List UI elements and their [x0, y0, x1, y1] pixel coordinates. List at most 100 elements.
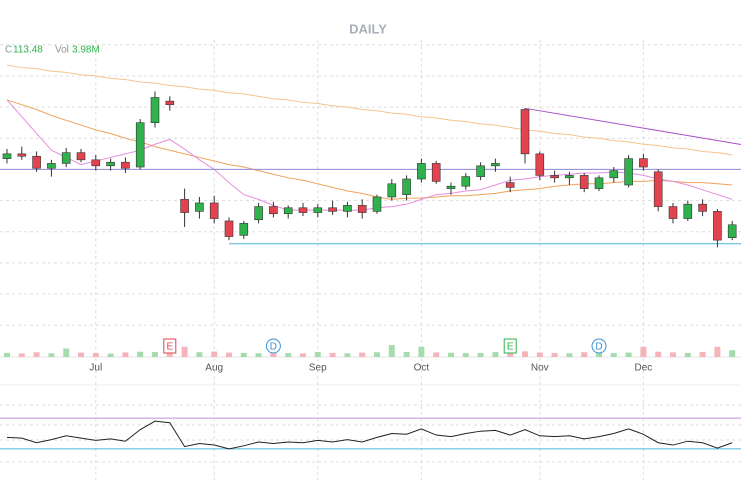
volume-bar — [522, 351, 528, 357]
candle-body — [372, 196, 382, 212]
candle-body — [579, 175, 589, 189]
x-tick-label: Oct — [414, 363, 430, 374]
volume-bar — [655, 351, 662, 357]
volume-bar — [152, 352, 158, 357]
candle-body — [653, 171, 663, 207]
candle-body — [313, 207, 323, 213]
candle-body — [683, 203, 693, 219]
event-marker — [163, 338, 177, 354]
volume-bar — [255, 353, 262, 357]
volume-bar — [418, 346, 425, 357]
volume-bar — [4, 352, 10, 357]
volume-bar — [536, 352, 543, 357]
volume-bar — [388, 345, 395, 357]
volume-bar — [477, 352, 484, 357]
volume-bar — [18, 353, 25, 357]
candle-body — [609, 170, 619, 179]
candle-body — [417, 163, 426, 180]
candle-body — [565, 175, 574, 179]
candle-body — [150, 97, 160, 123]
volume-label: Vol — [55, 45, 69, 56]
event-label: D — [595, 342, 602, 353]
event-marker — [265, 338, 281, 354]
volume-bar — [374, 352, 380, 357]
volume-bar — [640, 346, 647, 357]
volume-bar — [359, 352, 366, 357]
candle-body — [713, 211, 722, 241]
volume-bar — [581, 352, 588, 357]
event-label: E — [507, 342, 514, 353]
candle-body — [47, 163, 56, 169]
candle-body — [61, 152, 71, 164]
candle-body — [476, 165, 485, 177]
candle-body — [180, 199, 189, 213]
volume-bar — [729, 350, 736, 357]
volume-bar — [344, 353, 351, 357]
candle-body — [32, 155, 41, 169]
volume-bar — [240, 352, 247, 357]
candle-body — [195, 202, 204, 212]
volume-bar — [166, 352, 173, 357]
volume-bar — [314, 352, 321, 357]
x-tick-label: Nov — [531, 363, 549, 374]
candle-body — [461, 176, 471, 187]
candle-body — [224, 220, 234, 237]
x-tick-label: Sep — [309, 363, 327, 374]
moving-average — [6, 99, 733, 211]
candle-body — [343, 205, 352, 212]
volume-bar — [551, 352, 558, 357]
chart-title: DAILY — [349, 21, 387, 36]
candle-body — [550, 175, 559, 179]
candle-body — [357, 205, 367, 213]
candle-body — [165, 100, 175, 106]
candle-body — [121, 161, 130, 169]
volume-bar — [433, 352, 440, 357]
volume-bar — [122, 352, 129, 357]
volume-bar — [714, 346, 721, 357]
candle-body — [668, 206, 678, 219]
event-marker — [591, 338, 607, 354]
volume-bar — [63, 348, 70, 357]
x-tick-label: Aug — [205, 363, 223, 374]
volume-bar — [107, 353, 114, 357]
volume-bar — [610, 353, 617, 357]
volume-bar — [226, 352, 232, 357]
volume-bar — [699, 352, 706, 357]
volume-bar — [137, 351, 144, 357]
candle-body — [2, 153, 12, 159]
x-tick-label: Dec — [635, 363, 653, 374]
volume-bar — [33, 352, 40, 357]
volume-bar — [181, 346, 188, 357]
volume-bar — [492, 352, 499, 357]
volume-bar — [448, 352, 454, 357]
candle-body — [298, 207, 308, 213]
close-value: 113.48 — [13, 45, 43, 56]
candle-body — [209, 202, 219, 219]
candle-body — [239, 223, 249, 236]
candle-body — [328, 207, 337, 212]
volume-bar — [566, 353, 573, 357]
moving-average — [6, 99, 733, 200]
candle-body — [283, 207, 293, 215]
volume-bar — [684, 352, 691, 357]
volume-bar — [196, 352, 203, 357]
candle-body — [727, 224, 737, 239]
candle-body — [106, 161, 115, 167]
candle-body — [135, 122, 145, 168]
candle-body — [269, 206, 278, 215]
candle-body — [431, 163, 441, 182]
candle-body — [76, 152, 86, 161]
candle-body — [17, 153, 27, 157]
moving-average — [6, 64, 733, 156]
candle-body — [594, 177, 604, 189]
candle-body — [505, 182, 515, 188]
rsi-line — [6, 420, 733, 450]
event-label: E — [166, 342, 173, 353]
candle-body — [91, 159, 101, 167]
rsi-grid — [0, 404, 741, 463]
volume-bar — [78, 352, 84, 357]
volume-bar — [48, 353, 55, 357]
candle-body — [639, 158, 648, 168]
candle-body — [535, 153, 545, 176]
